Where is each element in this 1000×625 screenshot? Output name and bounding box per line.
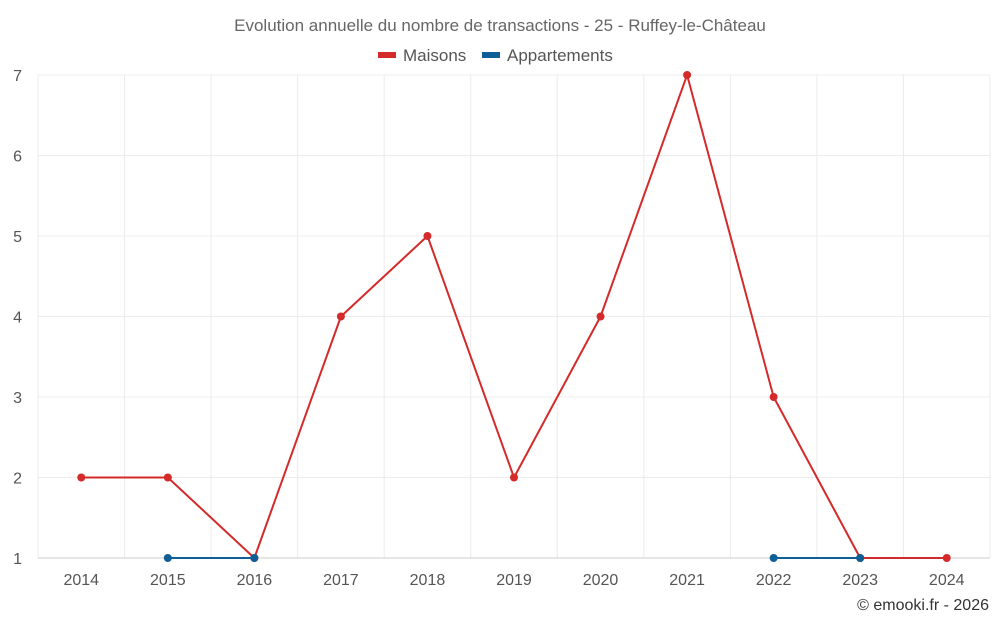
y-tick-label: 1 xyxy=(13,551,22,568)
series-appartements xyxy=(163,554,865,562)
data-point-maisons-2020[interactable] xyxy=(596,312,605,321)
legend-label-appartements: Appartements xyxy=(507,46,613,65)
data-point-appartements-2016[interactable] xyxy=(250,554,259,562)
chart-title: Evolution annuelle du nombre de transact… xyxy=(234,16,766,35)
legend-item-maisons[interactable]: Maisons xyxy=(378,46,466,65)
x-tick-label: 2023 xyxy=(842,572,878,589)
data-point-maisons-2017[interactable] xyxy=(336,312,345,321)
data-point-maisons-2015[interactable] xyxy=(163,473,172,482)
x-tick-label: 2014 xyxy=(63,572,99,589)
data-point-maisons-2014[interactable] xyxy=(77,473,86,482)
x-tick-label: 2018 xyxy=(410,572,446,589)
series xyxy=(77,71,951,562)
data-point-maisons-2024[interactable] xyxy=(942,554,951,562)
grid xyxy=(37,74,991,559)
y-tick-label: 4 xyxy=(13,310,22,327)
x-tick-label: 2016 xyxy=(237,572,273,589)
y-tick-label: 6 xyxy=(13,149,22,166)
legend-swatch-appartements xyxy=(482,52,500,58)
data-point-maisons-2021[interactable] xyxy=(683,71,692,79)
data-point-appartements-2022[interactable] xyxy=(769,554,778,562)
data-point-maisons-2022[interactable] xyxy=(769,393,778,401)
legend-item-appartements[interactable]: Appartements xyxy=(482,46,613,65)
legend: Maisons Appartements xyxy=(378,46,613,65)
x-tick-label: 2021 xyxy=(669,572,705,589)
x-tick-label: 2024 xyxy=(929,572,965,589)
x-tick-label: 2017 xyxy=(323,572,359,589)
legend-label-maisons: Maisons xyxy=(403,46,466,65)
data-point-appartements-2015[interactable] xyxy=(163,554,172,562)
y-axis-ticks: 1 2 3 4 5 6 7 xyxy=(13,68,22,568)
y-tick-label: 2 xyxy=(13,471,22,488)
y-tick-label: 7 xyxy=(13,68,22,85)
x-tick-label: 2019 xyxy=(496,572,532,589)
data-point-appartements-2023[interactable] xyxy=(856,554,865,562)
x-tick-label: 2015 xyxy=(150,572,186,589)
legend-swatch-maisons xyxy=(378,52,396,58)
data-point-maisons-2019[interactable] xyxy=(510,473,518,482)
x-tick-label: 2020 xyxy=(583,572,619,589)
x-axis-ticks: 2014 2015 2016 2017 2018 2019 2020 2021 2022 2023… xyxy=(63,572,964,589)
data-point-maisons-2018[interactable] xyxy=(423,232,432,240)
y-tick-label: 3 xyxy=(13,390,22,407)
y-tick-label: 5 xyxy=(13,229,22,246)
x-tick-label: 2022 xyxy=(756,572,792,589)
credit-text[interactable]: © emooki.fr - 2026 xyxy=(857,597,989,614)
